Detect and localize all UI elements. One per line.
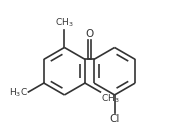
Text: CH$_3$: CH$_3$ bbox=[101, 93, 120, 105]
Text: CH$_3$: CH$_3$ bbox=[55, 16, 74, 29]
Text: O: O bbox=[85, 29, 94, 39]
Text: H$_3$C: H$_3$C bbox=[9, 86, 28, 99]
Text: Cl: Cl bbox=[109, 114, 120, 124]
